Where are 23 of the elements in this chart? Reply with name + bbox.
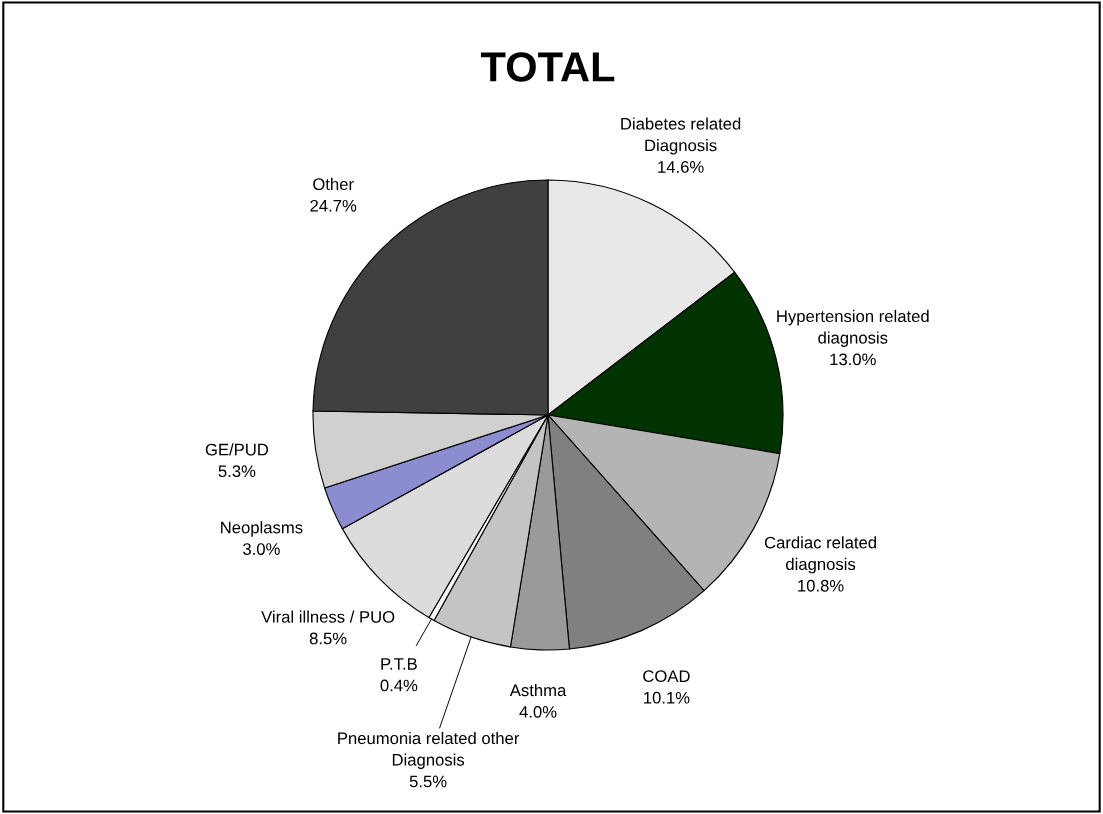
data-label: 4.0%	[519, 705, 557, 718]
data-label: 10.1%	[644, 691, 690, 704]
slice-label: Other	[313, 177, 354, 191]
slice-label: Cardiac related diagnosis	[764, 536, 876, 574]
data-label: 5.3%	[218, 465, 256, 478]
data-label: 0.4%	[380, 679, 418, 692]
data-label: 14.6%	[658, 161, 704, 173]
slice-label: Diabetes related Diagnosis	[621, 117, 741, 155]
slice-label: Neoplasms	[221, 521, 303, 537]
data-label: 13.0%	[830, 353, 876, 366]
data-label: 24.7%	[310, 199, 357, 212]
slice-label: COAD	[643, 670, 690, 683]
slice-label: GE/PUD	[205, 443, 269, 456]
data-label: 8.5%	[309, 632, 347, 645]
slice-label: Pneumonia related other Diagnosis	[338, 731, 520, 770]
data-label: 3.0%	[243, 543, 280, 555]
slice-label: Viral illness / PUO	[261, 610, 395, 623]
slice-label: Asthma	[509, 683, 567, 697]
chart-title: TOTAL	[480, 52, 615, 82]
data-label: 5.5%	[409, 775, 447, 788]
slice-label: Hypertension related diagnosis	[777, 309, 929, 347]
data-label: 10.8%	[798, 579, 844, 592]
slice-label: P.T.B	[381, 658, 417, 670]
